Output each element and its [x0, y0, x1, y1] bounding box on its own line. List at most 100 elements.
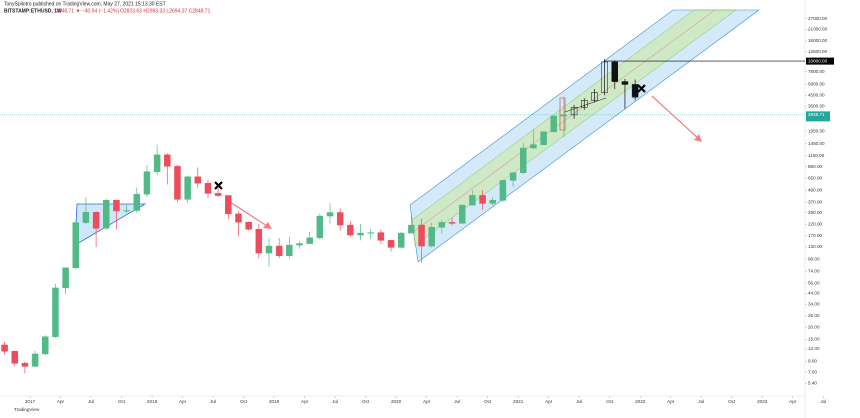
- candle-body: [621, 81, 629, 85]
- arrow: [226, 199, 271, 229]
- y-tick-label: 7.00: [808, 369, 817, 374]
- y-tick-label: 5800.00: [808, 82, 825, 87]
- fractal-line: [564, 97, 607, 113]
- y-tick-label: 34.00: [808, 302, 820, 307]
- candle-body: [611, 61, 619, 82]
- candle-body: [275, 245, 283, 257]
- y-tick-label: 130.00: [808, 244, 822, 249]
- x-tick-label: Jul: [820, 399, 826, 404]
- candle-body: [1, 344, 8, 352]
- y-tick-label: 7800.00: [808, 69, 825, 74]
- candle-body: [550, 115, 558, 133]
- candle-body: [336, 212, 344, 226]
- candle-body: [245, 221, 252, 230]
- x-tick-label: Oct: [606, 399, 614, 404]
- candle-body: [479, 195, 486, 204]
- last-price-box: [806, 111, 830, 122]
- candle-body: [377, 232, 385, 241]
- change: 2848.71 ▼ −40.94 (−1.42%): [56, 8, 119, 14]
- y-tick-label: 56.00: [808, 280, 820, 285]
- arrow: [651, 95, 701, 141]
- candle-body: [113, 199, 120, 212]
- candle-body: [367, 232, 374, 234]
- y-tick-label: 15.00: [808, 337, 820, 342]
- candle-body: [631, 84, 639, 98]
- y-tick-label: 12.00: [808, 346, 820, 351]
- y-tick-label: 220.00: [808, 222, 822, 227]
- candle-body: [326, 212, 334, 217]
- y-tick-label: 16000.00: [808, 38, 828, 43]
- candle-body: [72, 222, 80, 269]
- y-tick-label: 27000.00: [808, 16, 828, 21]
- candle-body: [438, 222, 446, 228]
- candle-body: [458, 204, 466, 224]
- symbol: BITSTAMP:ETHUSD, 1W: [4, 8, 62, 14]
- candle-body: [21, 363, 29, 367]
- candle-body: [397, 232, 405, 248]
- x-tick-label: Apr: [423, 399, 431, 404]
- x-tick-label: 2017: [25, 399, 36, 404]
- candle-body: [255, 228, 263, 254]
- candle-body: [296, 243, 303, 246]
- candle-body: [31, 353, 39, 367]
- candle-body: [164, 154, 171, 167]
- candle-body: [509, 172, 517, 181]
- y-tick-label: 1450.00: [808, 141, 825, 146]
- candle-body: [82, 211, 90, 223]
- x-tick-label: Jul: [576, 399, 582, 404]
- candle-body: [448, 222, 456, 224]
- candle-body: [92, 211, 100, 229]
- y-tick-label: 1100.00: [808, 153, 825, 158]
- y-tick-label: 44.00: [808, 291, 820, 296]
- candle-body: [214, 193, 222, 196]
- candle-body: [143, 171, 151, 195]
- candle-body: [347, 224, 354, 236]
- fractal-box: [559, 97, 566, 131]
- candle-body: [174, 166, 181, 200]
- x-tick-label: Jul: [332, 399, 338, 404]
- y-tick-label: 1950.00: [808, 128, 825, 133]
- y-tick-label: 20.00: [808, 324, 820, 329]
- candle-body: [62, 267, 69, 289]
- candle-body: [469, 195, 476, 206]
- x-tick-label: 2022: [635, 399, 646, 404]
- last-price-label: 2848.71: [808, 112, 825, 117]
- candle-body: [570, 107, 578, 116]
- level-label-box: [806, 57, 834, 65]
- x-tick-label: 2020: [391, 399, 402, 404]
- y-tick-label: 170.00: [808, 233, 822, 238]
- plot: 27000.00 21000.00 16000.00 12500.00 7800.00 5…: [0, 16, 834, 404]
- y-tick-label: 850.00: [808, 164, 822, 169]
- y-tick-label: 490.00: [808, 187, 822, 192]
- x-marker: [214, 181, 223, 190]
- publisher: TonySpilotro published on TradingView.co…: [4, 1, 166, 7]
- x-tick-label: Apr: [789, 399, 797, 404]
- x-tick-label: 2023: [757, 399, 768, 404]
- y-tick-label: 98.00: [808, 256, 820, 261]
- y-tick-label: 74.00: [808, 268, 820, 273]
- arrow-head: [263, 222, 272, 229]
- candle-body: [560, 114, 568, 117]
- candle-body: [601, 61, 608, 93]
- candle-body: [530, 144, 537, 149]
- y-tick-label: 21000.00: [808, 27, 828, 32]
- candle-body: [11, 350, 18, 364]
- candle-body: [265, 245, 273, 254]
- y-tick-label: 290.00: [808, 210, 822, 215]
- candle-body: [204, 182, 212, 194]
- x-tick-label: Jul: [454, 399, 460, 404]
- candle-body: [540, 131, 547, 145]
- x-tick-label: 2019: [269, 399, 280, 404]
- y-tick-label: 26.00: [808, 313, 820, 318]
- candle-body: [418, 224, 425, 247]
- candle-body: [306, 237, 313, 244]
- candle-body: [519, 147, 527, 173]
- x-tick-label: Apr: [667, 399, 675, 404]
- candle-body: [387, 240, 395, 248]
- candle-body: [123, 210, 130, 212]
- candle-body: [357, 232, 364, 236]
- y-tick-label: 650.00: [808, 175, 822, 180]
- y-tick-label: 9.00: [808, 359, 817, 364]
- y-tick-label: 370.00: [808, 199, 822, 204]
- y-tick-label: 3500.00: [808, 103, 825, 108]
